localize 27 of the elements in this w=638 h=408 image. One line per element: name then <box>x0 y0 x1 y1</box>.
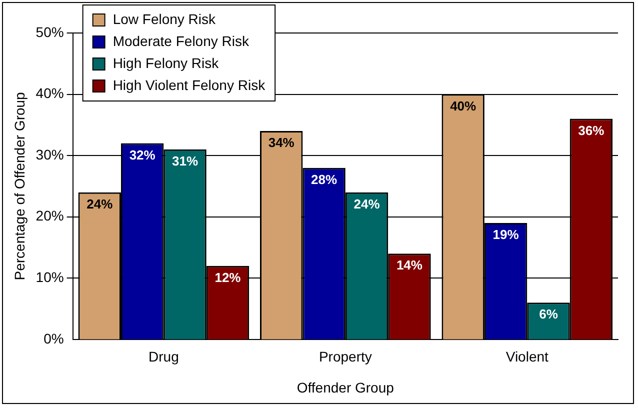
x-axis-title: Offender Group <box>296 379 394 396</box>
legend-label: Low Felony Risk <box>112 10 217 27</box>
y-tick-label: 50% <box>36 24 64 40</box>
data-label: 32% <box>129 147 156 162</box>
data-label: 31% <box>172 154 198 169</box>
legend-label: High Violent Felony Risk <box>112 76 266 93</box>
data-label: 24% <box>354 196 380 212</box>
y-tick-label: 0% <box>44 330 64 346</box>
data-label: 14% <box>396 258 423 273</box>
x-tick-label: Property <box>318 348 372 365</box>
data-label: 12% <box>214 270 242 285</box>
x-tick-label: Violent <box>506 348 549 365</box>
data-label: 36% <box>578 122 605 138</box>
data-label: 24% <box>86 196 114 212</box>
y-tick-label: 20% <box>36 208 64 224</box>
y-tick-label: 10% <box>36 268 64 285</box>
data-label: 6% <box>539 306 558 322</box>
x-tick-label: Drug <box>148 348 179 365</box>
data-label: 34% <box>268 135 295 150</box>
legend-label: High Felony Risk <box>112 54 220 71</box>
legend-label: Moderate Felony Risk <box>112 32 250 49</box>
data-label: 19% <box>492 227 520 242</box>
data-label: 40% <box>450 98 477 114</box>
y-tick-label: 40% <box>36 85 64 102</box>
y-tick-label: 30% <box>36 146 64 162</box>
y-axis-title: Percentage of Offender Group <box>11 92 28 280</box>
data-label: 28% <box>311 172 338 187</box>
